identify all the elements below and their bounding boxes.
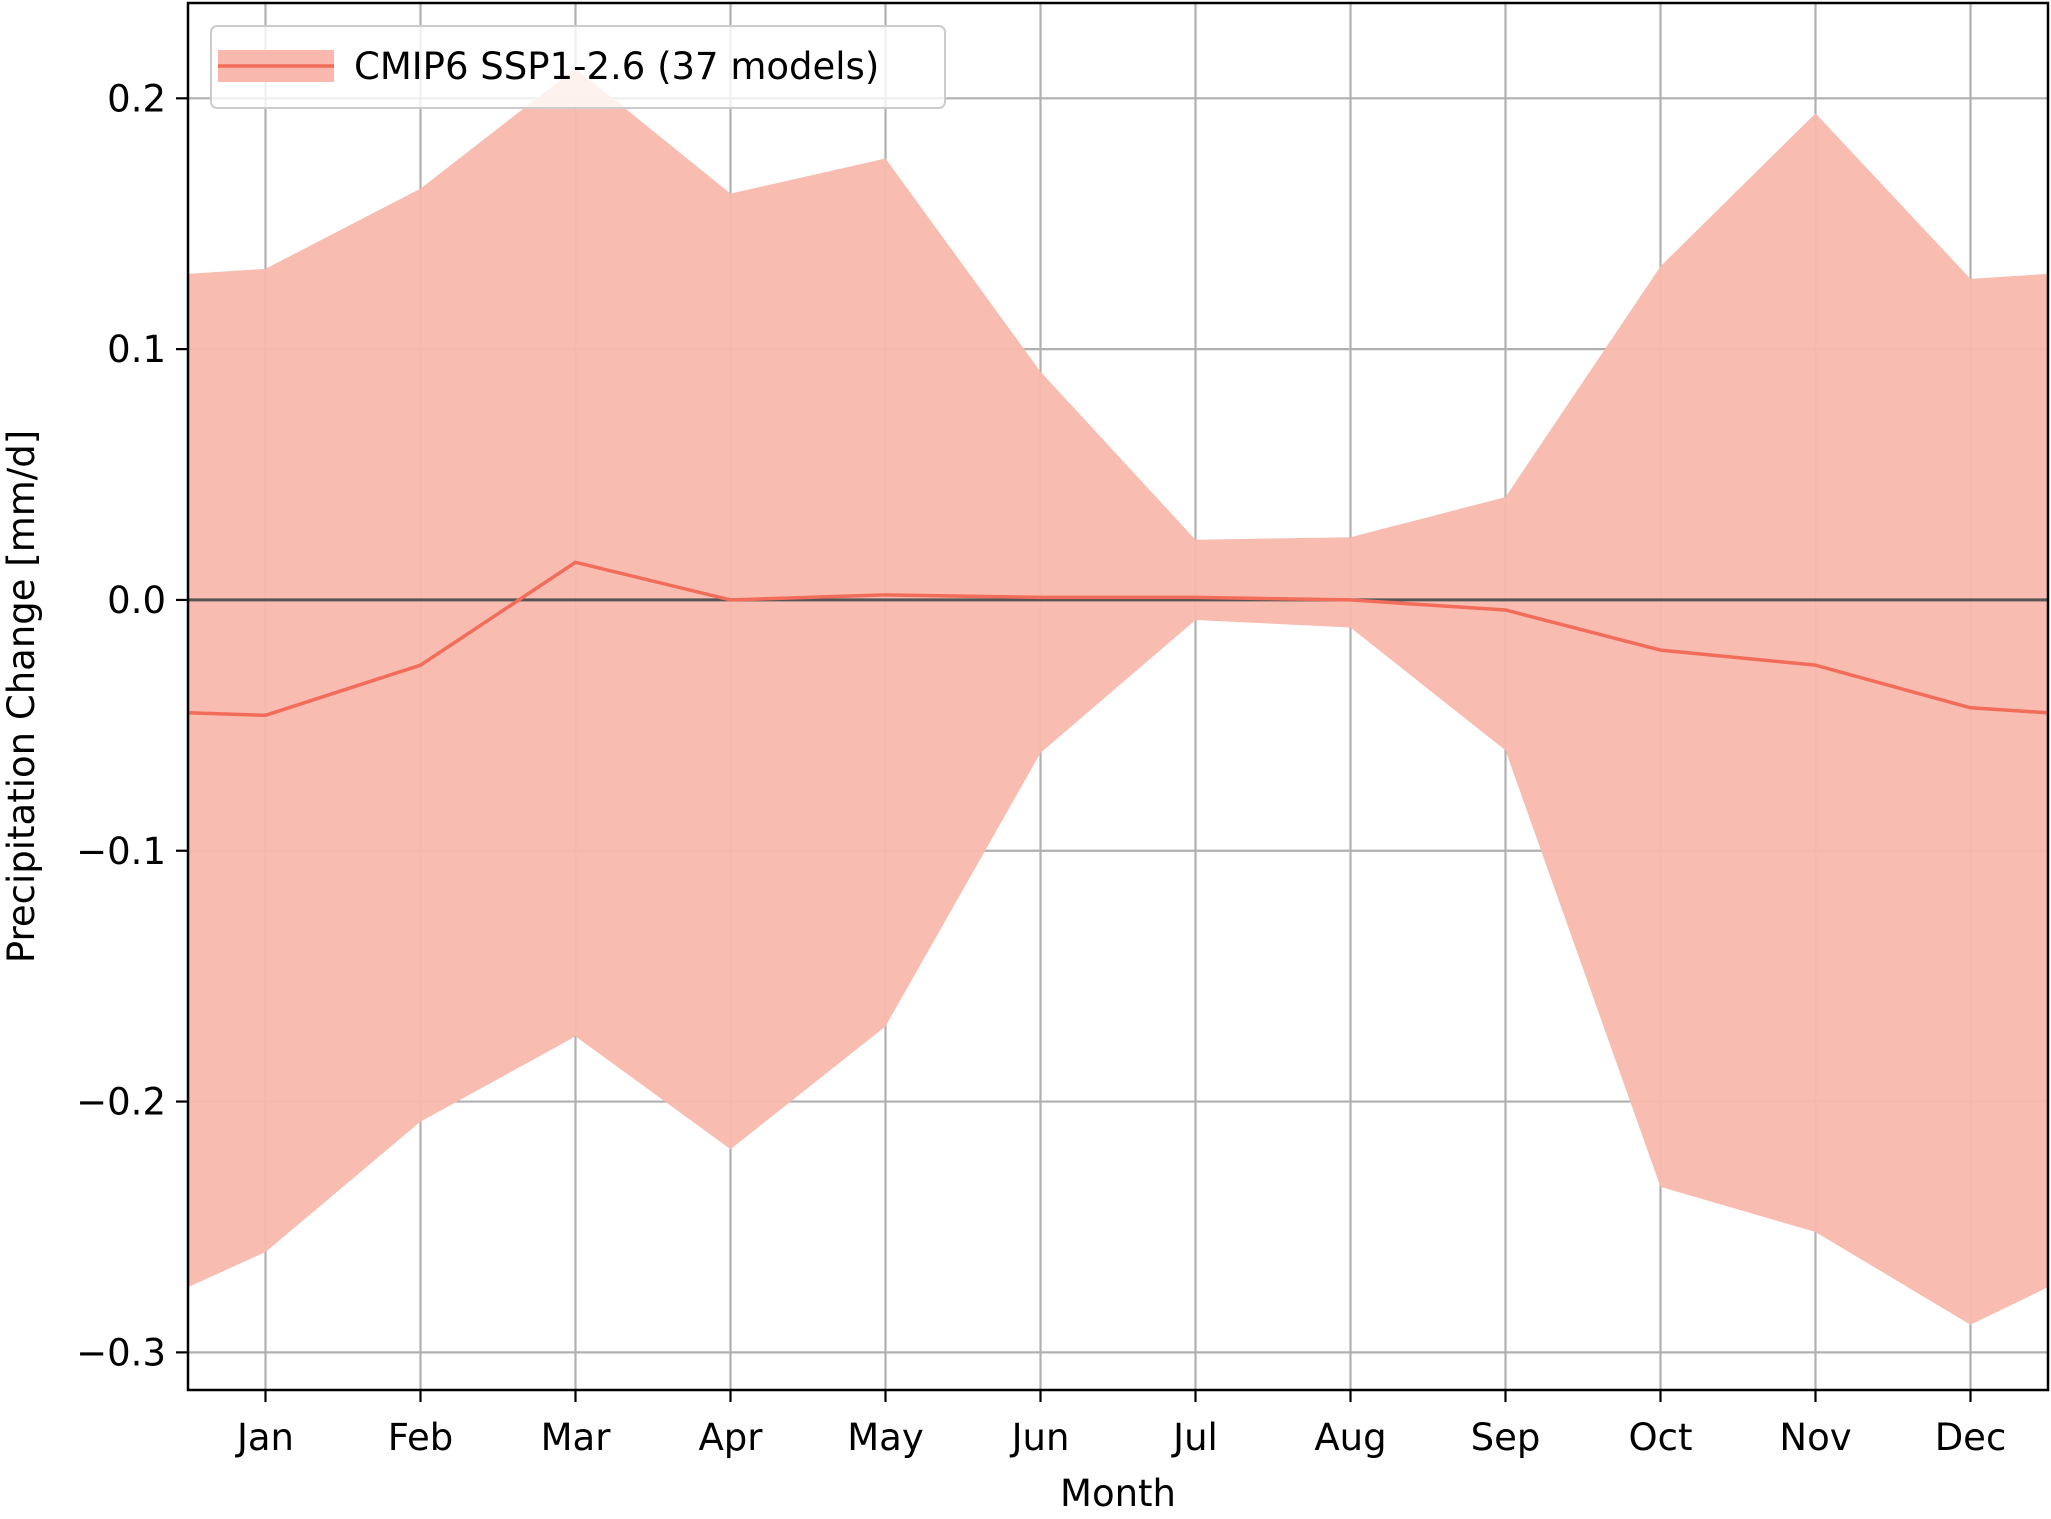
data-point-jul: [1194, 595, 1197, 599]
legend-label: CMIP6 SSP1-2.6 (37 models): [354, 45, 879, 88]
x-tick-label: Oct: [1629, 1416, 1693, 1459]
x-tick-label: Dec: [1935, 1416, 2007, 1459]
x-tick-label: Apr: [698, 1416, 763, 1459]
x-tick-label: Jul: [1171, 1416, 1218, 1459]
legend: CMIP6 SSP1-2.6 (37 models): [210, 25, 946, 109]
data-point-may: [884, 593, 887, 597]
data-point-dec: [1969, 706, 1972, 710]
data-point-oct: [1659, 648, 1662, 652]
plot-frame: [186, 1, 2050, 1392]
y-tick-label: 0.2: [107, 77, 166, 120]
x-tick-label: Feb: [388, 1416, 454, 1459]
data-point-nov: [1814, 663, 1817, 667]
uncertainty-band-layer: [188, 68, 2048, 1325]
data-point-feb: [419, 663, 422, 667]
series-line: [187, 560, 2049, 718]
data-point-mar: [574, 560, 577, 564]
y-axis: 0.2 0.1 0.0 −0.1 −0.2 −0.3: [76, 77, 188, 1374]
x-axis-title: Month: [1060, 1472, 1176, 1515]
x-tick-label: Sep: [1471, 1416, 1541, 1459]
data-point-jun: [1039, 595, 1042, 599]
y-axis-title: Precipitation Change [mm/d]: [0, 430, 43, 963]
x-tick-label: Jan: [235, 1416, 294, 1459]
legend-box: [210, 25, 946, 109]
uncertainty-band: [188, 68, 2048, 1325]
x-tick-label: Aug: [1314, 1416, 1386, 1459]
x-tick-label: Nov: [1779, 1416, 1851, 1459]
x-tick-label: Mar: [541, 1416, 612, 1459]
y-tick-label: −0.1: [76, 830, 166, 873]
data-point-aug: [1349, 598, 1352, 602]
x-tick-label: May: [847, 1416, 924, 1459]
y-tick-label: −0.2: [76, 1081, 166, 1124]
y-tick-label: 0.0: [107, 579, 166, 622]
data-point-apr: [729, 598, 732, 602]
data-point-jan: [264, 713, 267, 717]
data-point-sep: [1504, 608, 1507, 612]
series-line-layer: [187, 560, 2049, 718]
y-tick-label: −0.3: [76, 1331, 166, 1374]
y-tick-label: 0.1: [107, 328, 166, 371]
x-tick-label: Jun: [1010, 1416, 1070, 1459]
x-axis: Jan Feb Mar Apr May Jun Jul Aug Sep Oct Nov Dec: [235, 1390, 2006, 1459]
